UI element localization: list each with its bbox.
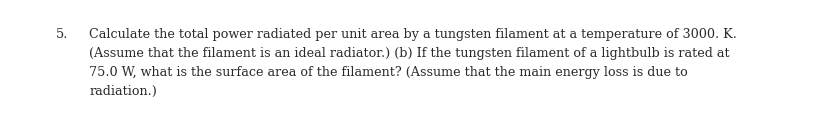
Text: Calculate the total power radiated per unit area by a tungsten filament at a tem: Calculate the total power radiated per u… [89, 28, 736, 41]
Text: radiation.): radiation.) [89, 85, 157, 98]
Text: 5.: 5. [56, 28, 69, 41]
Text: 75.0 W, what is the surface area of the filament? (Assume that the main energy l: 75.0 W, what is the surface area of the … [89, 66, 687, 79]
Text: (Assume that the filament is an ideal radiator.) (b) If the tungsten filament of: (Assume that the filament is an ideal ra… [89, 47, 729, 60]
